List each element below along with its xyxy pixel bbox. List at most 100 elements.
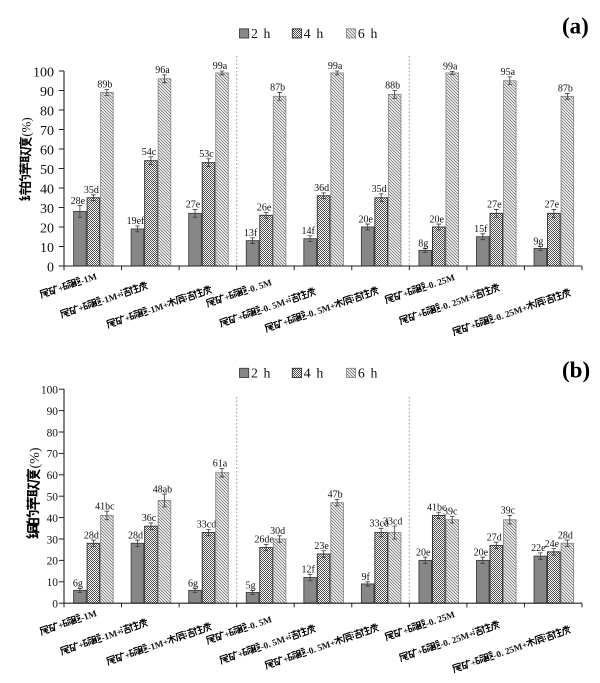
svg-text:(%): (%) <box>28 447 43 468</box>
svg-text:20: 20 <box>47 556 59 568</box>
svg-text:35d: 35d <box>372 184 387 195</box>
svg-text:(a): (a) <box>562 14 589 39</box>
svg-text:88b: 88b <box>385 81 400 92</box>
svg-text:+: + <box>123 313 131 324</box>
svg-text:+: + <box>77 640 85 651</box>
svg-text:4 h: 4 h <box>304 366 325 381</box>
svg-text:90: 90 <box>40 85 54 100</box>
svg-text:89b: 89b <box>97 80 112 91</box>
svg-text:(b): (b) <box>562 358 590 383</box>
svg-text:60: 60 <box>40 143 54 158</box>
svg-text:20e: 20e <box>416 547 431 558</box>
svg-text:6 h: 6 h <box>358 26 379 41</box>
svg-text:20e: 20e <box>358 214 373 225</box>
svg-text:30d: 30d <box>270 526 285 537</box>
svg-text:+: + <box>57 620 65 631</box>
svg-text:6 h: 6 h <box>358 366 379 381</box>
svg-text:28e: 28e <box>71 196 86 207</box>
svg-text:+: + <box>57 283 65 294</box>
svg-text:54c: 54c <box>142 147 157 158</box>
svg-text:41bc: 41bc <box>95 501 115 512</box>
svg-text:80: 80 <box>40 104 54 119</box>
svg-text:30: 30 <box>40 202 54 217</box>
svg-text:+: + <box>77 303 85 314</box>
svg-text:70: 70 <box>40 124 54 139</box>
svg-text:0: 0 <box>52 599 58 611</box>
svg-text:40: 40 <box>40 182 54 197</box>
svg-text:20: 20 <box>40 221 54 236</box>
svg-text:80: 80 <box>47 427 59 439</box>
svg-text:28d: 28d <box>128 530 143 541</box>
svg-text:87b: 87b <box>270 83 285 94</box>
svg-text:50: 50 <box>40 163 54 178</box>
svg-text:14f: 14f <box>301 226 315 237</box>
svg-text:27e: 27e <box>186 200 201 211</box>
svg-text:60: 60 <box>47 470 59 482</box>
svg-text:33cd: 33cd <box>383 516 402 527</box>
svg-text:33cd: 33cd <box>197 520 216 531</box>
svg-text:+: + <box>282 654 290 665</box>
svg-text:90: 90 <box>47 406 59 418</box>
svg-text:6g: 6g <box>73 578 83 589</box>
svg-text:+: + <box>236 312 244 323</box>
svg-text:50: 50 <box>47 492 59 504</box>
svg-text:15f: 15f <box>474 224 488 235</box>
svg-text:20e: 20e <box>430 214 445 225</box>
svg-text:36d: 36d <box>314 183 329 194</box>
svg-text:0: 0 <box>47 260 54 275</box>
svg-text:100: 100 <box>33 65 54 80</box>
svg-text:2 h: 2 h <box>251 26 272 41</box>
svg-text:61a: 61a <box>213 459 228 470</box>
svg-text:9g: 9g <box>533 237 543 248</box>
svg-text:36c: 36c <box>142 513 157 524</box>
svg-text:20e: 20e <box>474 547 489 558</box>
svg-text:8g: 8g <box>418 239 428 250</box>
svg-text:23e: 23e <box>314 541 329 552</box>
svg-text:53c: 53c <box>199 149 214 160</box>
svg-text:4 h: 4 h <box>304 26 325 41</box>
svg-text:41bc: 41bc <box>427 502 447 513</box>
svg-text:47b: 47b <box>328 490 343 501</box>
svg-text:10: 10 <box>40 241 54 256</box>
svg-text:96a: 96a <box>155 65 170 76</box>
svg-text:(%): (%) <box>20 117 34 136</box>
svg-text:24e: 24e <box>545 539 560 550</box>
svg-text:+: + <box>469 320 477 331</box>
svg-text:+: + <box>469 657 477 668</box>
svg-text:6g: 6g <box>188 578 198 589</box>
svg-text:+: + <box>416 309 424 320</box>
svg-text:10: 10 <box>47 577 59 589</box>
svg-text:95a: 95a <box>501 67 516 78</box>
svg-text:+: + <box>282 317 290 328</box>
svg-text:100: 100 <box>41 385 58 397</box>
svg-text:+: + <box>416 646 424 657</box>
svg-text:33cd: 33cd <box>369 519 388 530</box>
svg-text:27d: 27d <box>487 532 502 543</box>
svg-text:+: + <box>236 649 244 660</box>
svg-text:40: 40 <box>47 513 59 525</box>
svg-text:39c: 39c <box>443 507 458 518</box>
svg-text:22e: 22e <box>531 543 546 554</box>
svg-text:99a: 99a <box>213 61 228 72</box>
svg-text:48ab: 48ab <box>153 484 172 495</box>
svg-text:87b: 87b <box>558 84 573 95</box>
svg-text:+: + <box>402 625 410 636</box>
svg-text:99a: 99a <box>328 61 343 72</box>
svg-text:27e: 27e <box>487 200 502 211</box>
svg-text:12f: 12f <box>301 565 315 576</box>
svg-text:30: 30 <box>47 534 59 546</box>
svg-text:27e: 27e <box>545 200 560 211</box>
svg-text:+: + <box>402 288 410 299</box>
svg-text:5g: 5g <box>246 581 256 592</box>
svg-text:26e: 26e <box>257 203 272 214</box>
svg-text:39c: 39c <box>501 506 516 517</box>
svg-text:9f: 9f <box>362 572 371 583</box>
svg-text:+: + <box>223 629 231 640</box>
svg-text:+: + <box>123 650 131 661</box>
svg-text:35d: 35d <box>84 185 99 196</box>
svg-text:26de: 26de <box>254 535 274 546</box>
svg-text:70: 70 <box>47 449 59 461</box>
svg-text:+: + <box>223 292 231 303</box>
svg-text:99a: 99a <box>443 62 458 73</box>
svg-text:28d: 28d <box>558 530 573 541</box>
